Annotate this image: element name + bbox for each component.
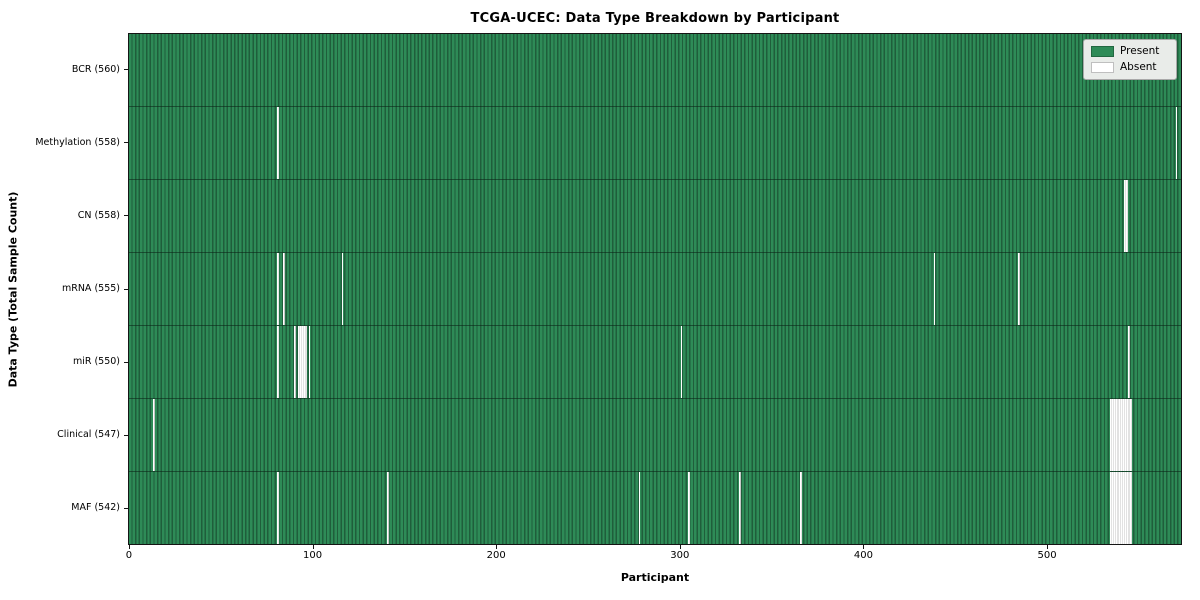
x-tick [128, 545, 130, 549]
y-tick [124, 215, 128, 217]
x-tick [1047, 545, 1049, 549]
heatmap-row-cn [129, 180, 1181, 253]
legend-label-present: Present [1120, 45, 1160, 58]
legend-item-absent: Absent [1091, 62, 1168, 73]
heatmap-row-mir [129, 326, 1181, 399]
absent-gap [1175, 107, 1178, 179]
y-tick-label: mRNA (555) [61, 283, 120, 294]
legend-item-present: Present [1091, 46, 1168, 57]
absent-gap [680, 326, 683, 398]
plot-area [128, 33, 1182, 545]
y-tick-label: MAF (542) [71, 502, 120, 514]
absent-gap [1109, 472, 1132, 544]
x-tick-label: 200 [486, 550, 506, 561]
x-tick-label: 0 [125, 550, 133, 561]
absent-gap [282, 253, 285, 325]
absent-gap [277, 253, 280, 325]
absent-gap [341, 253, 344, 325]
absent-gap [1017, 253, 1020, 325]
y-tick-label: BCR (560) [71, 63, 120, 75]
absent-gap [1124, 180, 1128, 252]
x-tick [312, 545, 314, 549]
y-tick [124, 142, 128, 144]
x-tick [496, 545, 498, 549]
heatmap-rows [129, 34, 1181, 544]
present-swatch-icon [1091, 46, 1114, 57]
absent-gap [387, 472, 390, 544]
y-tick-label: Clinical (547) [57, 429, 120, 441]
y-tick-label: CN (558) [77, 209, 120, 221]
x-axis-label: Participant [620, 571, 690, 584]
absent-gap [308, 326, 311, 398]
heatmap-row-clinical [129, 399, 1181, 472]
absent-gap [152, 399, 155, 471]
absent-gap [277, 326, 280, 398]
x-tick-label: 500 [1037, 550, 1057, 561]
absent-gap [638, 472, 641, 544]
y-tick-label: miR (550) [72, 356, 120, 368]
y-tick [124, 361, 128, 363]
chart-title: TCGA-UCEC: Data Type Breakdown by Partic… [470, 11, 840, 26]
heatmap-row-bcr [129, 34, 1181, 107]
y-tick [124, 69, 128, 71]
y-tick [124, 288, 128, 290]
absent-gap [799, 472, 802, 544]
absent-gap [277, 472, 280, 544]
absent-gap [687, 472, 690, 544]
heatmap-row-methylation [129, 107, 1181, 180]
absent-gap [297, 326, 307, 398]
absent-gap [739, 472, 742, 544]
heatmap-row-maf [129, 472, 1181, 544]
absent-gap [933, 253, 936, 325]
legend: Present Absent [1083, 39, 1177, 80]
absent-swatch-icon [1091, 62, 1114, 73]
x-tick-label: 300 [670, 550, 690, 561]
y-tick [124, 434, 128, 436]
y-tick [124, 507, 128, 509]
absent-gap [277, 107, 280, 179]
x-tick [863, 545, 865, 549]
x-tick-label: 400 [853, 550, 873, 561]
y-tick-label: Methylation (558) [35, 136, 120, 148]
x-tick [679, 545, 681, 549]
x-tick-label: 100 [302, 550, 323, 561]
absent-gap [1127, 326, 1130, 398]
heatmap-row-mrna [129, 253, 1181, 326]
absent-gap [1109, 399, 1132, 471]
legend-label-absent: Absent [1120, 61, 1157, 74]
absent-gap [293, 326, 296, 398]
